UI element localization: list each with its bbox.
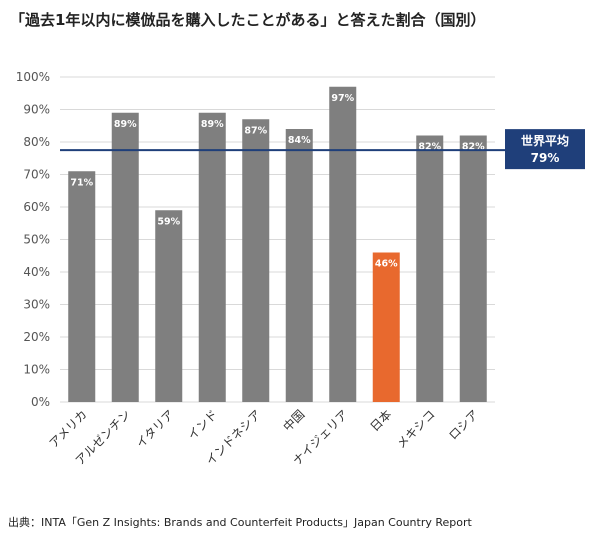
world-average-box (505, 129, 585, 170)
data-label: 82% (462, 142, 485, 153)
bar (372, 252, 400, 402)
y-tick-label: 60% (23, 200, 50, 214)
bars (68, 86, 487, 402)
y-tick-label: 40% (23, 265, 50, 279)
x-tick-label: アメリカ (46, 407, 89, 450)
y-tick-label: 30% (23, 298, 50, 312)
data-label: 89% (201, 119, 224, 130)
y-tick-label: 20% (23, 330, 50, 344)
y-tick-label: 100% (16, 70, 50, 84)
data-label: 97% (331, 93, 354, 104)
y-tick-label: 80% (23, 135, 50, 149)
bar (155, 210, 183, 402)
y-tick-label: 50% (23, 233, 50, 247)
y-axis-ticks: 0% 10% 20% 30% 40% 50% 60% 70% 80% 90% 100% (16, 70, 50, 409)
bar (68, 171, 96, 402)
x-tick-label: ロシア (446, 407, 481, 442)
data-labels: 71% 89% 59% 89% 87% 84% 97% 46% 82% 82% (70, 93, 485, 270)
x-tick-label: 日本 (367, 407, 394, 434)
y-tick-label: 0% (31, 395, 50, 409)
data-label: 87% (244, 125, 267, 136)
data-label: 82% (418, 142, 441, 153)
data-label: 59% (157, 216, 180, 227)
y-tick-label: 10% (23, 363, 50, 377)
data-label: 89% (114, 119, 137, 130)
data-label: 84% (288, 135, 311, 146)
data-label: 46% (375, 259, 398, 270)
bar (285, 129, 313, 402)
y-tick-label: 70% (23, 168, 50, 182)
data-label: 71% (70, 177, 93, 188)
world-average-value: 79% (531, 151, 560, 165)
world-average-label: 世界平均 (521, 133, 569, 148)
bar (459, 135, 487, 402)
bar (242, 119, 270, 402)
source-note: 出典：INTA「Gen Z Insights: Brands and Count… (8, 516, 472, 529)
bar (111, 112, 139, 402)
world-average-line: 世界平均 79% (60, 129, 585, 170)
x-tick-label: 中国 (280, 407, 308, 435)
x-tick-label: インド (185, 407, 220, 442)
chart-title: 「過去1年以内に模倣品を購入したことがある」と答えた割合（国別） (10, 11, 486, 29)
bar (198, 112, 226, 402)
y-tick-label: 90% (23, 103, 50, 117)
x-tick-label: イタリア (133, 407, 177, 451)
x-tick-label: メキシコ (394, 407, 438, 451)
bar (416, 135, 444, 402)
bar (329, 86, 357, 402)
